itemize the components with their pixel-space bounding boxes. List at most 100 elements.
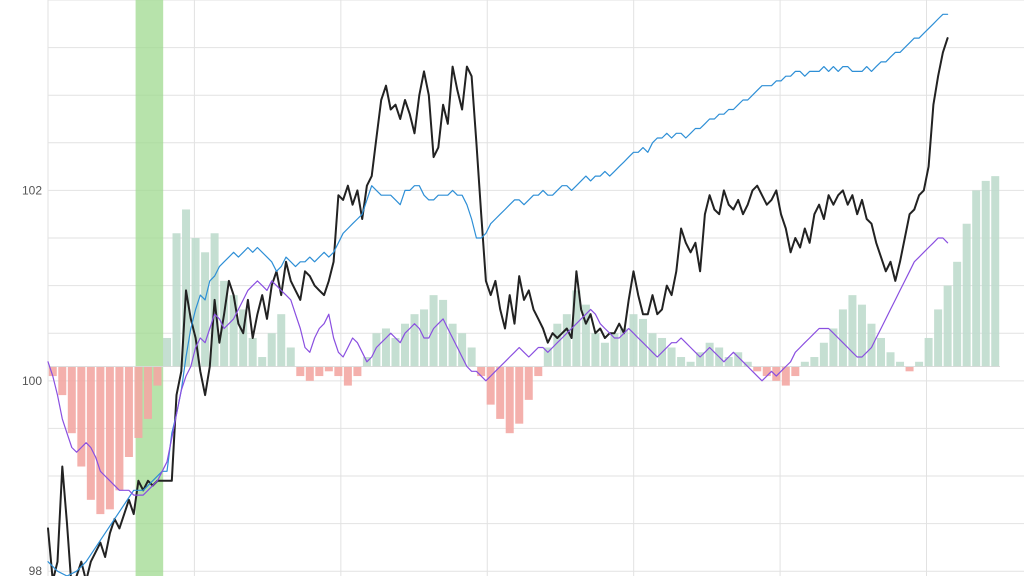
oscillator-bar-positive [267,333,276,367]
oscillator-bar-positive [696,352,705,367]
y-tick-label: 100 [22,374,42,388]
oscillator-bar-positive [857,304,866,367]
oscillator-bar-negative [753,366,762,372]
oscillator-bar-negative [524,366,533,400]
oscillator-bar-positive [448,323,457,367]
oscillator-bar-negative [772,366,781,381]
oscillator-bar-negative [486,366,495,405]
series-line-3 [47,237,949,496]
oscillator-bar-positive [667,347,676,367]
oscillator-bar-positive [163,337,171,367]
y-tick-label: 98 [29,564,43,576]
oscillator-bar-positive [600,342,609,367]
oscillator-bar-positive [381,328,390,367]
oscillator-bar-positive [943,285,952,367]
oscillator-bar-positive [277,314,286,367]
oscillator-bar-positive [391,337,400,367]
oscillator-bar-negative [534,366,543,377]
oscillator-bar-positive [972,190,981,367]
oscillator-bar-positive [896,361,905,367]
oscillator-bar-positive [629,314,638,367]
oscillator-bar-positive [229,295,238,367]
oscillator-bar-positive [829,328,838,367]
oscillator-bar-positive [810,357,819,367]
oscillator-bar-positive [819,342,828,367]
oscillator-bar-positive [619,328,628,367]
oscillator-bar-negative [124,366,133,457]
oscillator-bar-negative [791,366,800,377]
series-line-1 [47,37,949,576]
oscillator-bar-negative [143,366,152,419]
oscillator-bar-negative [781,366,790,386]
oscillator-bar-positive [734,352,743,367]
oscillator-bar-positive [886,352,895,367]
oscillator-bar-positive [867,323,876,367]
oscillator-bar-positive [705,342,714,367]
series-line-2 [47,13,949,576]
oscillator-bar-negative [153,366,162,386]
oscillator-bar-positive [581,304,590,367]
oscillator-bar-negative [305,366,314,381]
oscillator-bar-negative [905,366,914,372]
oscillator-bar-positive [981,180,990,367]
oscillator-bar-positive [372,333,381,367]
oscillator-bar-negative [115,366,124,491]
oscillator-bar-positive [686,361,695,367]
oscillator-bar-positive [724,357,733,367]
oscillator-bar-positive [572,290,581,367]
oscillator-bar-positive [439,299,448,367]
oscillator-bar-positive [239,309,248,367]
oscillator-bar-positive [543,347,552,367]
y-axis: 98 100 102 [22,183,42,576]
oscillator-bars [48,176,1000,515]
oscillator-bar-positive [610,333,619,367]
oscillator-bar-negative [105,366,114,510]
oscillator-bar-negative [134,366,143,438]
oscillator-bar-negative [315,366,324,377]
oscillator-bar-positive [838,309,847,367]
oscillator-bar-positive [953,261,962,367]
oscillator-bar-negative [67,366,76,434]
oscillator-bar-positive [924,337,933,367]
oscillator-bar-positive [248,337,257,367]
oscillator-bar-positive [962,223,971,367]
oscillator-bar-negative [496,366,505,419]
oscillator-bar-positive [429,295,438,367]
oscillator-bar-positive [172,233,181,367]
oscillator-bar-negative [343,366,352,386]
oscillator-bar-positive [848,295,857,367]
oscillator-bar-positive [991,176,1000,367]
oscillator-bar-negative [505,366,514,434]
series-lines [47,13,949,576]
oscillator-bar-positive [458,333,467,367]
oscillator-bar-positive [220,280,229,367]
oscillator-bar-positive [258,357,267,367]
oscillator-bar-positive [648,333,657,367]
oscillator-bar-positive [467,347,476,367]
oscillator-bar-positive [286,347,295,367]
oscillator-bar-positive [182,209,191,367]
oscillator-bar-negative [77,366,86,467]
oscillator-bar-positive [915,361,924,367]
oscillator-bar-positive [877,337,885,367]
oscillator-bar-positive [591,333,600,367]
oscillator-bar-negative [515,366,524,424]
oscillator-bar-positive [553,323,562,367]
oscillator-bar-positive [201,252,210,367]
oscillator-bar-negative [58,366,67,396]
oscillator-bar-negative [477,366,486,377]
oscillator-bar-positive [800,361,809,367]
oscillator-bar-positive [743,361,752,367]
oscillator-bar-negative [296,366,305,377]
oscillator-bar-negative [353,366,362,377]
oscillator-bar-positive [677,357,686,367]
oscillator-bar-positive [410,314,419,367]
oscillator-bar-negative [334,366,343,377]
oscillator-bar-positive [562,314,571,367]
oscillator-bar-negative [324,366,333,372]
oscillator-bar-positive [934,309,943,367]
oscillator-bar-positive [401,323,409,367]
oscillator-bar-negative [86,366,95,500]
